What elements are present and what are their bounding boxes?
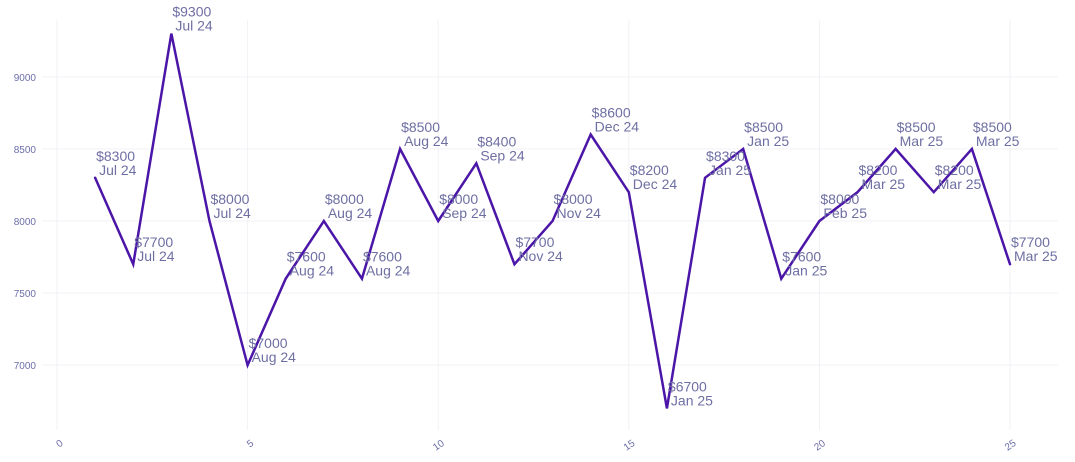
y-tick-label: 8000: [14, 217, 37, 228]
data-label-date: Jan 25: [671, 392, 713, 408]
data-label-value: $8500: [973, 119, 1012, 135]
x-tick-label: 20: [812, 438, 828, 454]
data-label-date: Aug 24: [366, 263, 411, 279]
data-label-date: Dec 24: [633, 176, 678, 192]
data-label-date: Jul 24: [137, 248, 175, 264]
data-label-value: $7600: [363, 249, 402, 265]
data-label-value: $8300: [96, 148, 135, 164]
data-label-date: Jan 25: [785, 263, 827, 279]
data-label-date: Jan 25: [747, 133, 789, 149]
data-label-date: Nov 24: [518, 248, 563, 264]
data-label-value: $8000: [439, 191, 478, 207]
y-tick-label: 7000: [14, 361, 37, 372]
x-tick-label: 25: [1003, 438, 1019, 454]
data-label-date: Aug 24: [404, 133, 449, 149]
data-label-value: $9300: [172, 4, 211, 20]
data-label-value: $8400: [477, 133, 516, 149]
data-label-value: $8000: [325, 191, 364, 207]
data-label-date: Nov 24: [557, 205, 602, 221]
data-label-value: $7700: [1011, 234, 1050, 250]
data-label-date: Sep 24: [480, 147, 525, 163]
data-label-date: Jul 24: [213, 205, 251, 221]
x-tick-label: 0: [55, 438, 66, 450]
data-label-value: $8500: [897, 119, 936, 135]
data-label-value: $7600: [287, 249, 326, 265]
data-label-value: $7600: [782, 249, 821, 265]
data-label-date: Mar 25: [1014, 248, 1058, 264]
data-label-value: $8000: [554, 191, 593, 207]
data-label-value: $8000: [210, 191, 249, 207]
data-label-date: Feb 25: [823, 205, 867, 221]
y-tick-label: 9000: [14, 73, 37, 84]
y-tick-label: 8500: [14, 145, 37, 156]
x-tick-label: 5: [245, 438, 256, 450]
data-label-date: Jul 24: [175, 18, 213, 34]
data-label-value: $7700: [515, 234, 554, 250]
x-tick-label: 15: [622, 438, 638, 454]
data-label-date: Mar 25: [938, 176, 982, 192]
data-label-value: $7700: [134, 234, 173, 250]
data-label-value: $8000: [820, 191, 859, 207]
y-tick-label: 7500: [14, 289, 37, 300]
data-label-date: Aug 24: [290, 263, 335, 279]
data-label-value: $8600: [592, 105, 631, 121]
data-label-value: $6700: [668, 378, 707, 394]
data-label-value: $8200: [859, 162, 898, 178]
data-label-date: Sep 24: [442, 205, 487, 221]
data-label-value: $8500: [401, 119, 440, 135]
data-label-date: Aug 24: [328, 205, 373, 221]
series-line: [93, 33, 1012, 409]
data-label-value: $8500: [744, 119, 783, 135]
data-label-value: $8300: [706, 148, 745, 164]
data-label-date: Jan 25: [709, 162, 751, 178]
data-label-date: Jul 24: [99, 162, 137, 178]
data-label-value: $8200: [935, 162, 974, 178]
series: [93, 33, 1012, 409]
data-label-date: Mar 25: [900, 133, 944, 149]
data-label-value: $7000: [249, 335, 288, 351]
data-label-value: $8200: [630, 162, 669, 178]
grid: [42, 20, 1058, 430]
data-label-date: Dec 24: [595, 119, 640, 135]
data-label-date: Mar 25: [976, 133, 1020, 149]
data-label-date: Mar 25: [862, 176, 906, 192]
data-label-date: Aug 24: [252, 349, 297, 365]
x-tick-label: 10: [431, 438, 447, 454]
